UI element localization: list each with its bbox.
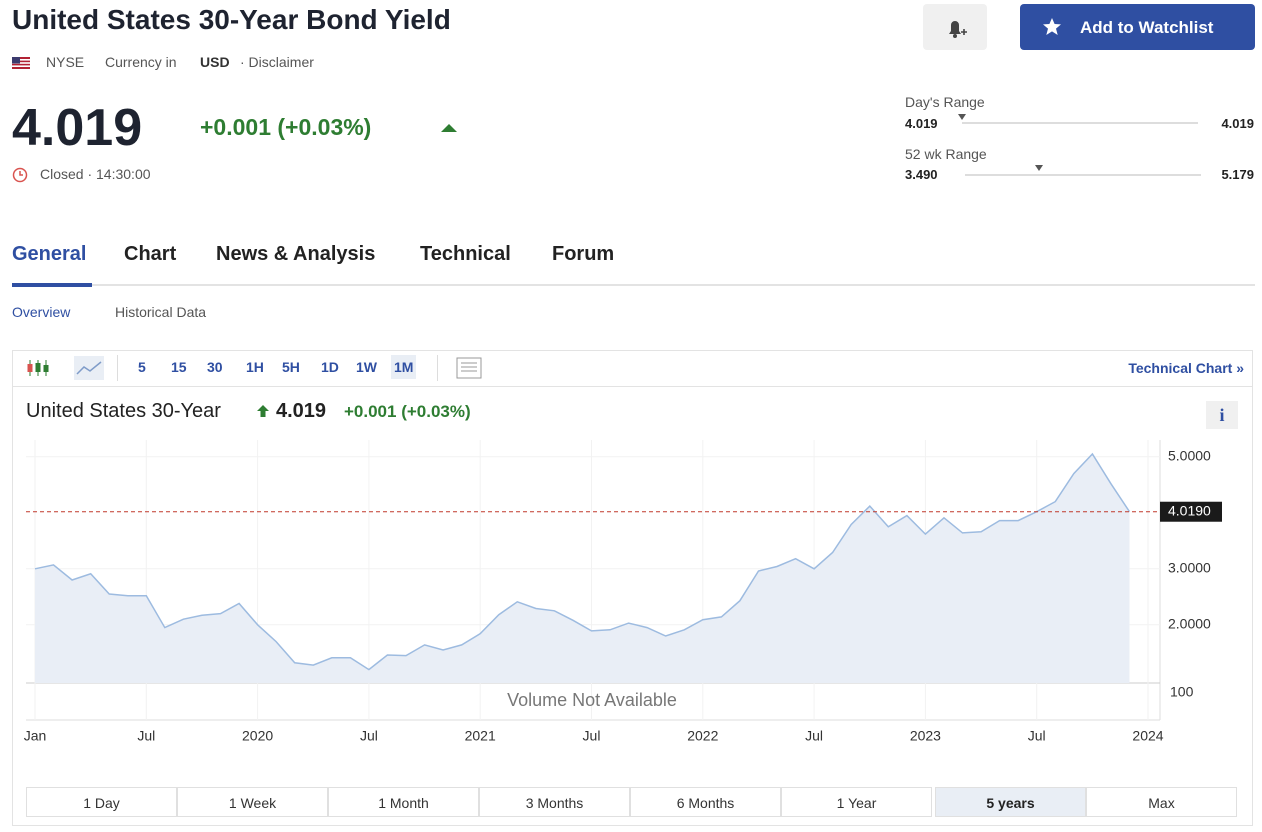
settings-icon[interactable] xyxy=(456,357,482,379)
period-button[interactable]: 1 Day xyxy=(26,787,177,817)
x-tick-label: Jul xyxy=(805,728,823,744)
period-button[interactable]: 3 Months xyxy=(479,787,630,817)
page-title: United States 30-Year Bond Yield xyxy=(12,4,451,35)
x-tick-label: Jul xyxy=(1028,728,1046,744)
chart-change: +0.001 (+0.03%) xyxy=(344,402,471,421)
line xyxy=(34,452,1131,671)
toolbar-rule xyxy=(12,386,1253,387)
period-button-active[interactable]: 5 years xyxy=(935,787,1086,817)
week52-range-label: 52 wk Range xyxy=(905,146,987,162)
day-range-low: 4.019 xyxy=(905,116,938,131)
current-price-tag xyxy=(1160,501,1222,522)
tab[interactable]: Technical xyxy=(420,243,511,265)
technical-chart-link[interactable]: Technical Chart » xyxy=(1128,360,1244,376)
y-tick-label: 3.0000 xyxy=(1168,559,1211,575)
interval-active[interactable]: 1M xyxy=(391,355,417,379)
toolbar-divider xyxy=(117,355,118,381)
period-button[interactable]: 1 Month xyxy=(328,787,479,817)
day-range-high: 4.019 xyxy=(1221,116,1254,131)
week52-range-high: 5.179 xyxy=(1221,167,1254,182)
x-tick-label: 2022 xyxy=(687,728,718,744)
clock-icon xyxy=(12,167,28,183)
x-tick-label: 2020 xyxy=(242,728,273,744)
period-button[interactable]: 6 Months xyxy=(630,787,781,817)
star-icon xyxy=(1043,18,1061,35)
period-button[interactable]: Max xyxy=(1086,787,1237,817)
period-button[interactable]: 1 Year xyxy=(781,787,932,817)
toolbar-divider xyxy=(437,355,438,381)
tab-rule xyxy=(12,284,1255,286)
active-tab-underline xyxy=(12,283,92,287)
subtab[interactable]: Historical Data xyxy=(115,304,207,320)
interval[interactable]: 5H xyxy=(282,359,300,375)
x-tick-label: Jan xyxy=(24,728,47,744)
tab[interactable]: General xyxy=(12,243,87,265)
up-arrow xyxy=(441,124,457,132)
area xyxy=(35,454,1130,683)
currency-label: Currency in xyxy=(105,54,177,70)
chart-box xyxy=(12,350,1253,826)
line-icon[interactable] xyxy=(74,356,104,380)
interval[interactable]: 15 xyxy=(171,359,187,375)
candle-icon[interactable] xyxy=(26,358,50,378)
tab[interactable]: Forum xyxy=(552,243,615,265)
day-range-marker xyxy=(958,114,966,120)
chart: 2.0000 3.0000 5.0000 Jan Jul 2020 Jul 2021 Jul 20… xyxy=(24,440,1222,744)
price-change: +0.001 (+0.03%) xyxy=(200,114,372,140)
interval[interactable]: 5 xyxy=(138,359,146,375)
x-tick-label: 2024 xyxy=(1132,728,1163,744)
tab[interactable]: News & Analysis xyxy=(216,243,376,265)
watchlist-label: Add to Watchlist xyxy=(1080,18,1214,37)
week52-range-low: 3.490 xyxy=(905,167,938,182)
subtab[interactable]: Overview xyxy=(12,304,71,320)
up-arrow xyxy=(257,405,269,417)
bell-icon xyxy=(949,21,967,38)
week52-range-marker xyxy=(1034,165,1043,171)
interval[interactable]: 1D xyxy=(321,359,339,375)
x-tick-label: 2021 xyxy=(465,728,496,744)
week52-range-track xyxy=(965,174,1201,176)
disclaimer[interactable]: · Disclaimer xyxy=(240,54,314,70)
x-tick-label: Jul xyxy=(583,728,601,744)
day-range-track xyxy=(962,122,1198,124)
market-status: Closed · 14:30:00 xyxy=(40,166,151,182)
currency: USD xyxy=(200,54,230,70)
x-tick-label: 2023 xyxy=(910,728,941,744)
interval[interactable]: 1W xyxy=(356,359,377,375)
exchange: NYSE xyxy=(46,54,85,70)
y-tick-label: 5.0000 xyxy=(1168,448,1211,464)
watchlist-button[interactable]: Add to Watchlist xyxy=(1020,4,1255,50)
chart-title: United States 30-Year xyxy=(26,400,221,422)
volume-tick-label: 100 xyxy=(1170,684,1194,700)
day-range-label: Day's Range xyxy=(905,94,985,110)
info-button[interactable]: i xyxy=(1206,401,1238,429)
period-button[interactable]: 1 Week xyxy=(177,787,328,817)
volume-note: Volume Not Available xyxy=(507,690,677,710)
flag-icon xyxy=(12,57,30,69)
x-tick-label: Jul xyxy=(360,728,378,744)
x-tick-label: Jul xyxy=(137,728,155,744)
interval[interactable]: 30 xyxy=(207,359,223,375)
y-tick-label: 2.0000 xyxy=(1168,615,1211,631)
tab[interactable]: Chart xyxy=(124,243,177,265)
price: 4.019 xyxy=(12,99,143,157)
chart-price: 4.019 xyxy=(276,400,327,422)
interval[interactable]: 1H xyxy=(246,359,264,375)
current-price-label: 4.0190 xyxy=(1168,502,1211,518)
alert-button[interactable] xyxy=(923,4,987,50)
